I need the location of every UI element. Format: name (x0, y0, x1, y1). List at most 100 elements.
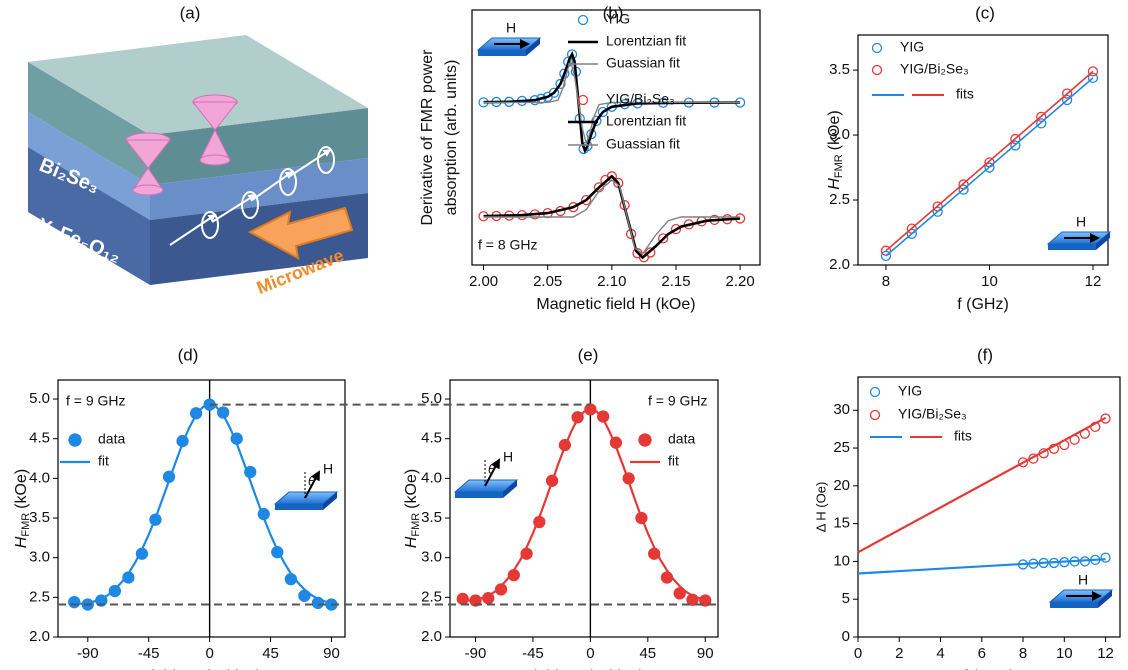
y-axis-label: HFMR (kOe) (826, 110, 845, 189)
figure: (a) Bi₂Se₃ Y₃Fe₅O₁₂ Microwave (b)2.002.0… (0, 0, 1128, 670)
y-tick-label: 3.5 (829, 61, 850, 78)
y-tick-label: 10 (833, 552, 850, 569)
inset-field-label: H (323, 461, 333, 477)
x-tick-label: -90 (77, 645, 99, 662)
x-tick-label: 90 (323, 645, 340, 662)
y-axis-subscript: FMR (833, 154, 845, 178)
x-axis-label: Magnetic field H (kOe) (536, 296, 695, 313)
y-tick-label: 25 (833, 439, 850, 456)
legend-label: YIG (606, 11, 630, 27)
x-tick-label: -45 (522, 645, 544, 662)
x-axis-label: f (GHz) (957, 296, 1009, 313)
y-axis-subscript: FMR (410, 513, 422, 537)
annotation: f = 9 GHz (66, 393, 126, 409)
x-tick-label: 2.10 (597, 273, 626, 290)
y-axis-label: HFMR(kOe) (403, 469, 422, 548)
fit-line (886, 78, 1093, 256)
data-point (457, 593, 468, 604)
x-tick-label: 8 (882, 273, 890, 290)
x-tick-label: 12 (1085, 273, 1102, 290)
x-tick-label: 0 (586, 645, 594, 662)
legend-swatch (873, 44, 882, 53)
x-tick-label: 10 (1056, 645, 1073, 662)
legend-label: YIG/Bi₂Se₃ (900, 61, 969, 77)
legend-label: Guassian fit (606, 136, 680, 152)
legend-swatch (871, 411, 880, 420)
y-axis-subscript: FMR (20, 513, 32, 537)
y-tick-label: 3.0 (29, 549, 50, 566)
x-tick-label: 4 (936, 645, 944, 662)
x-tick-label: 2.00 (469, 273, 498, 290)
y-tick-label: 4.5 (421, 430, 442, 447)
inset-field-label: H (506, 20, 516, 36)
legend-label: Lorentzian fit (606, 113, 686, 129)
panel-label: (a) (180, 3, 201, 22)
y-tick-label: 0 (842, 628, 850, 645)
x-tick-label: 2.20 (726, 273, 755, 290)
panel-label: (c) (975, 3, 995, 22)
x-tick-label: 2 (895, 645, 903, 662)
x-tick-label: 6 (978, 645, 986, 662)
fit-line (858, 559, 1106, 573)
data-point (69, 597, 80, 608)
legend-swatch (69, 434, 81, 446)
x-tick-label: 12 (1097, 645, 1114, 662)
legend-label: Lorentzian fit (606, 33, 686, 49)
legend-label: YIG/Bi₂Se₃ (898, 406, 967, 422)
inset-angle-label: θ (308, 473, 315, 488)
inset-angle-label: θ (488, 461, 495, 476)
x-tick-label: 8 (1019, 645, 1027, 662)
x-tick-label: 45 (639, 645, 656, 662)
legend-label: YIG (900, 39, 924, 55)
x-tick-label: 2.05 (533, 273, 562, 290)
y-tick-label: 3.5 (29, 509, 50, 526)
fit-line (886, 71, 1093, 250)
y-axis-label: absorption (arb. units) (443, 60, 460, 216)
inset-field-label: H (503, 449, 513, 465)
legend-label: data (668, 431, 695, 447)
legend-label: fit (668, 453, 679, 469)
y-tick-label: 2.5 (421, 588, 442, 605)
x-tick-label: -45 (138, 645, 160, 662)
x-tick-label: 10 (981, 273, 998, 290)
inset-slab (1048, 244, 1096, 250)
y-tick-label: 2.0 (829, 256, 850, 273)
legend-swatch (639, 434, 651, 446)
legend-label: fits (956, 86, 974, 102)
annotation: f = 9 GHz (648, 393, 708, 409)
y-axis-symbol: H (13, 536, 30, 548)
data-point (1101, 553, 1110, 562)
panel-label: (f) (977, 345, 993, 364)
y-axis-unit: (kOe) (403, 469, 420, 509)
inset-slab (275, 504, 323, 510)
legend-swatch (871, 388, 880, 397)
y-tick-label: 4.5 (29, 430, 50, 447)
legend-label: fit (98, 453, 109, 469)
legend-swatch (873, 66, 882, 75)
y-axis-label: HFMR (kOe) (13, 469, 32, 548)
y-axis-label: Derivative of FMR power (419, 49, 436, 226)
y-axis-label: Δ H (Oe) (813, 482, 828, 533)
x-tick-label: 45 (262, 645, 279, 662)
y-tick-label: 15 (833, 515, 850, 532)
y-tick-label: 2.5 (829, 191, 850, 208)
x-tick-label: 2.15 (661, 273, 690, 290)
panel-a: (a) Bi₂Se₃ Y₃Fe₅O₁₂ Microwave (28, 3, 368, 298)
panel-label: (e) (578, 345, 599, 364)
data-point (109, 585, 120, 596)
y-tick-label: 2.0 (421, 628, 442, 645)
y-axis-unit: (kOe) (13, 469, 30, 509)
y-tick-label: 2.0 (29, 628, 50, 645)
y-tick-label: 3.0 (421, 549, 442, 566)
y-tick-label: 3.5 (421, 509, 442, 526)
y-tick-label: 5.0 (29, 390, 50, 407)
plot-frame (858, 35, 1108, 265)
inset-field-label: H (1078, 572, 1088, 588)
inset-slab (455, 492, 503, 498)
y-axis-symbol: H (826, 178, 843, 190)
y-axis-unit: (kOe) (826, 110, 843, 150)
legend-label: Guassian fit (606, 55, 680, 71)
x-tick-label: 0 (854, 645, 862, 662)
y-tick-label: 30 (833, 401, 850, 418)
legend-swatch (579, 96, 588, 105)
